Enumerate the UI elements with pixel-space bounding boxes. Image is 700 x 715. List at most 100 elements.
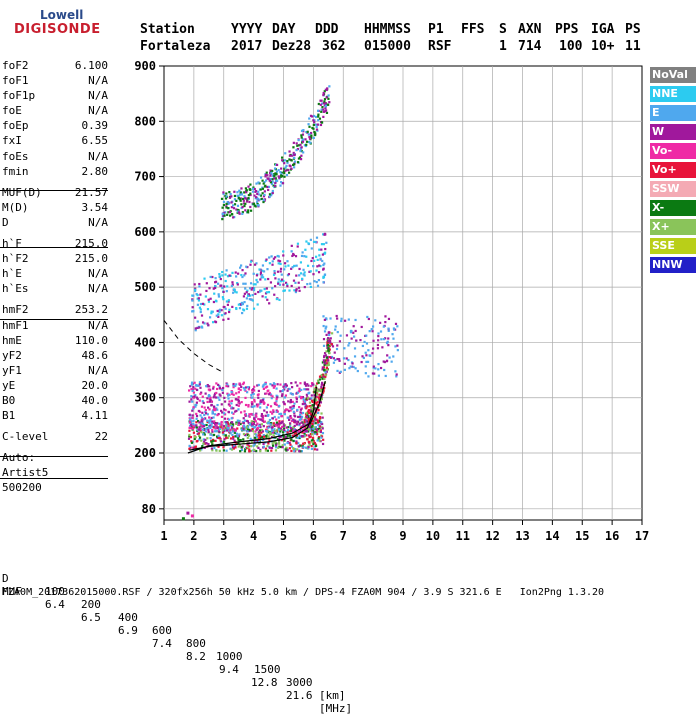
data-point: [281, 446, 284, 449]
data-point: [207, 430, 210, 433]
data-point: [302, 130, 305, 133]
data-point: [232, 393, 235, 396]
footer-d-value: 1500: [254, 663, 281, 676]
data-point: [238, 421, 241, 424]
data-point: [308, 424, 311, 427]
data-point: [208, 408, 211, 411]
data-point: [279, 262, 282, 266]
data-point: [264, 296, 267, 299]
data-point: [281, 425, 284, 428]
data-point: [243, 300, 246, 304]
data-point: [275, 163, 279, 166]
data-point: [321, 374, 324, 377]
data-point: [318, 378, 322, 381]
data-point: [271, 189, 274, 193]
data-point: [193, 283, 196, 286]
data-point: [248, 287, 252, 290]
data-point: [204, 295, 207, 298]
data-point: [365, 360, 368, 363]
data-point: [329, 317, 332, 320]
data-point: [322, 108, 325, 111]
data-point: [262, 384, 265, 387]
data-point: [324, 362, 327, 365]
data-point: [258, 424, 261, 427]
data-point: [237, 398, 240, 401]
data-point: [329, 337, 332, 340]
data-point: [300, 136, 303, 139]
data-point: [268, 193, 272, 196]
data-point: [290, 154, 294, 157]
data-point: [209, 426, 212, 429]
data-point: [322, 263, 325, 267]
data-point: [316, 390, 319, 393]
data-point: [203, 303, 206, 306]
footer-d-value: 100: [45, 585, 65, 598]
data-point: [284, 430, 287, 433]
data-point: [273, 415, 276, 419]
data-point: [253, 398, 256, 401]
data-point: [317, 408, 320, 412]
data-point: [261, 414, 265, 418]
data-point: [241, 197, 245, 201]
data-point: [207, 324, 210, 327]
data-point: [394, 322, 398, 325]
data-point: [276, 254, 279, 258]
data-point: [246, 211, 249, 214]
data-point: [266, 414, 270, 417]
data-point: [245, 200, 249, 203]
data-point: [325, 356, 329, 359]
data-point: [286, 285, 289, 288]
data-point: [317, 396, 320, 399]
data-point: [258, 290, 262, 293]
data-point: [199, 302, 203, 306]
data-point: [312, 383, 315, 386]
param-row: yE 20.0: [2, 378, 108, 393]
data-point: [189, 385, 192, 388]
data-point: [296, 144, 299, 147]
data-point: [194, 316, 197, 319]
data-point: [308, 270, 311, 273]
data-point: [300, 388, 303, 392]
data-point: [345, 334, 349, 337]
y-tick-label: 80: [142, 502, 156, 516]
data-point: [318, 393, 321, 396]
data-point: [320, 435, 324, 438]
data-point: [291, 386, 294, 389]
data-point: [322, 359, 325, 362]
data-point: [323, 377, 326, 381]
data-point: [235, 392, 238, 395]
data-point: [192, 310, 195, 313]
data-point: [225, 195, 228, 198]
data-point: [290, 445, 293, 448]
data-point: [273, 167, 277, 170]
data-point: [283, 167, 286, 170]
data-point: [223, 412, 226, 415]
data-point: [321, 259, 324, 263]
data-point: [300, 421, 303, 424]
data-point: [209, 398, 212, 402]
data-point: [227, 300, 230, 303]
data-point: [220, 409, 223, 412]
data-point: [387, 317, 391, 321]
data-point: [211, 443, 214, 446]
data-point: [222, 429, 226, 433]
data-point: [313, 427, 316, 430]
data-point: [214, 320, 217, 323]
data-point: [307, 392, 310, 395]
data-point: [243, 426, 246, 429]
data-point: [307, 242, 310, 245]
data-point: [231, 427, 234, 430]
data-point: [228, 310, 231, 314]
data-point: [277, 281, 280, 284]
chart-ticks: 1 2 3 4 5 6 7 8 9 10 11 12 13 14 15 16 17802003004005006…: [134, 59, 649, 543]
data-point: [287, 273, 291, 276]
data-point: [192, 419, 195, 423]
data-point: [236, 194, 239, 197]
data-point: [244, 386, 248, 389]
data-point: [196, 397, 199, 401]
data-point: [327, 363, 330, 367]
data-point: [201, 302, 205, 305]
data-point: [211, 310, 214, 313]
data-point: [252, 186, 255, 189]
param-row: foF1 N/A: [2, 73, 108, 88]
